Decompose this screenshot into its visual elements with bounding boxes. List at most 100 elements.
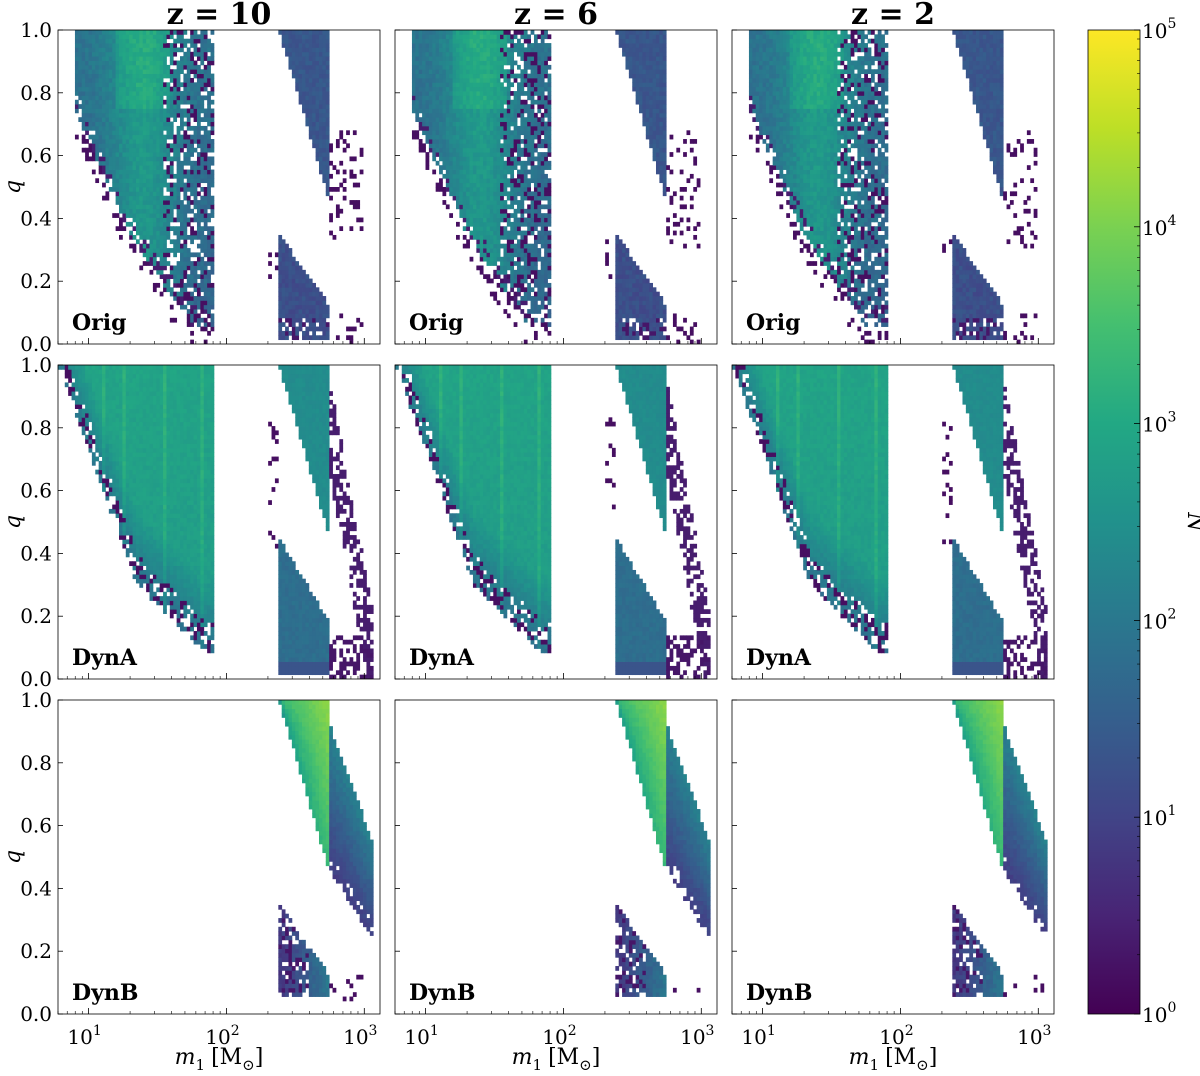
heatmap-cell	[352, 200, 357, 205]
heatmap-cell	[135, 125, 140, 131]
heatmap-cell	[156, 147, 161, 153]
heatmap-cell	[203, 112, 208, 118]
heatmap-cell	[517, 182, 521, 188]
heatmap-cell	[159, 173, 164, 179]
heatmap-cell	[210, 256, 215, 262]
heatmap-cell	[476, 169, 481, 175]
heatmap-cell	[506, 291, 511, 297]
heatmap-cell	[506, 182, 511, 188]
heatmap-cell	[418, 64, 423, 70]
heatmap-cell	[506, 77, 511, 83]
heatmap-cell	[435, 69, 440, 75]
heatmap-cell	[298, 326, 303, 332]
heatmap-cell	[500, 234, 504, 240]
heatmap-cell	[308, 30, 313, 35]
heatmap-cell	[173, 173, 178, 179]
heatmap-cell	[163, 239, 167, 245]
heatmap-cell	[435, 43, 440, 48]
heatmap-cell	[298, 304, 303, 310]
heatmap-cell	[142, 112, 147, 118]
heatmap-cell	[479, 221, 484, 227]
heatmap-cell	[649, 64, 653, 70]
heatmap-cell	[180, 165, 184, 170]
heatmap-cell	[315, 38, 320, 44]
heatmap-cell	[193, 230, 198, 236]
heatmap-cell	[173, 134, 178, 140]
heatmap-cell	[169, 204, 174, 210]
heatmap-cell	[472, 104, 477, 109]
heatmap-cell	[452, 77, 457, 83]
heatmap-cell	[418, 47, 423, 53]
heatmap-cell	[135, 239, 140, 245]
heatmap-cell	[523, 91, 528, 96]
heatmap-cell	[152, 82, 157, 88]
heatmap-cell	[78, 95, 83, 101]
heatmap-cell	[662, 182, 667, 188]
heatmap-cell	[308, 56, 313, 61]
heatmap-cell	[442, 165, 447, 170]
heatmap-cell	[285, 252, 289, 258]
heatmap-cell	[139, 38, 144, 44]
heatmap-cell	[108, 91, 113, 96]
heatmap-cell	[459, 34, 464, 40]
heatmap-cell	[655, 326, 660, 332]
heatmap-cell	[119, 152, 123, 157]
heatmap-cell	[196, 34, 201, 40]
heatmap-cell	[142, 143, 147, 149]
heatmap-cell	[655, 117, 660, 122]
heatmap-cell	[180, 248, 184, 253]
heatmap-cell	[149, 156, 154, 162]
heatmap-cell	[523, 147, 528, 153]
heatmap-cell	[642, 64, 647, 70]
heatmap-cell	[537, 108, 542, 114]
heatmap-cell	[122, 47, 127, 53]
heatmap-cell	[445, 99, 450, 105]
heatmap-cell	[281, 239, 286, 245]
heatmap-cell	[149, 152, 154, 157]
heatmap-cell	[439, 143, 443, 149]
heatmap-cell	[544, 43, 548, 48]
heatmap-cell	[119, 125, 123, 131]
heatmap-cell	[628, 73, 633, 79]
heatmap-cell	[456, 182, 460, 188]
heatmap-cell	[503, 86, 508, 92]
heatmap-cell	[642, 291, 647, 297]
heatmap-cell	[533, 243, 538, 249]
heatmap-cell	[315, 287, 320, 293]
heatmap-cell	[639, 60, 643, 66]
heatmap-cell	[452, 125, 457, 131]
heatmap-cell	[486, 125, 491, 131]
heatmap-cell	[142, 77, 147, 83]
heatmap-cell	[156, 252, 161, 258]
heatmap-cell	[659, 178, 664, 184]
heatmap-cell	[183, 269, 188, 275]
heatmap-cell	[129, 152, 133, 157]
heatmap-cell	[105, 99, 110, 105]
heatmap-cell	[183, 230, 188, 236]
heatmap-cell	[302, 330, 306, 336]
heatmap-cell	[506, 73, 511, 79]
heatmap-cell	[112, 38, 117, 44]
heatmap-cell	[483, 191, 487, 197]
heatmap-cell	[88, 60, 93, 66]
heatmap-cell	[176, 173, 181, 179]
heatmap-cell	[439, 82, 443, 88]
heatmap-cell	[483, 230, 487, 236]
heatmap-cell	[74, 99, 79, 105]
heatmap-cell	[305, 274, 310, 279]
heatmap-cell	[547, 160, 552, 166]
heatmap-cell	[112, 130, 117, 136]
heatmap-cell	[159, 104, 164, 109]
heatmap-cell	[642, 108, 647, 114]
heatmap-cell	[469, 86, 474, 92]
heatmap-cell	[315, 112, 320, 118]
heatmap-cell	[452, 73, 457, 79]
heatmap-cell	[203, 165, 208, 170]
heatmap-cell	[483, 169, 487, 175]
heatmap-cell	[129, 99, 133, 105]
heatmap-cell	[85, 112, 89, 118]
heatmap-cell	[325, 313, 330, 319]
heatmap-cell	[411, 134, 416, 140]
heatmap-cell	[190, 91, 194, 96]
heatmap-cell	[449, 117, 454, 122]
